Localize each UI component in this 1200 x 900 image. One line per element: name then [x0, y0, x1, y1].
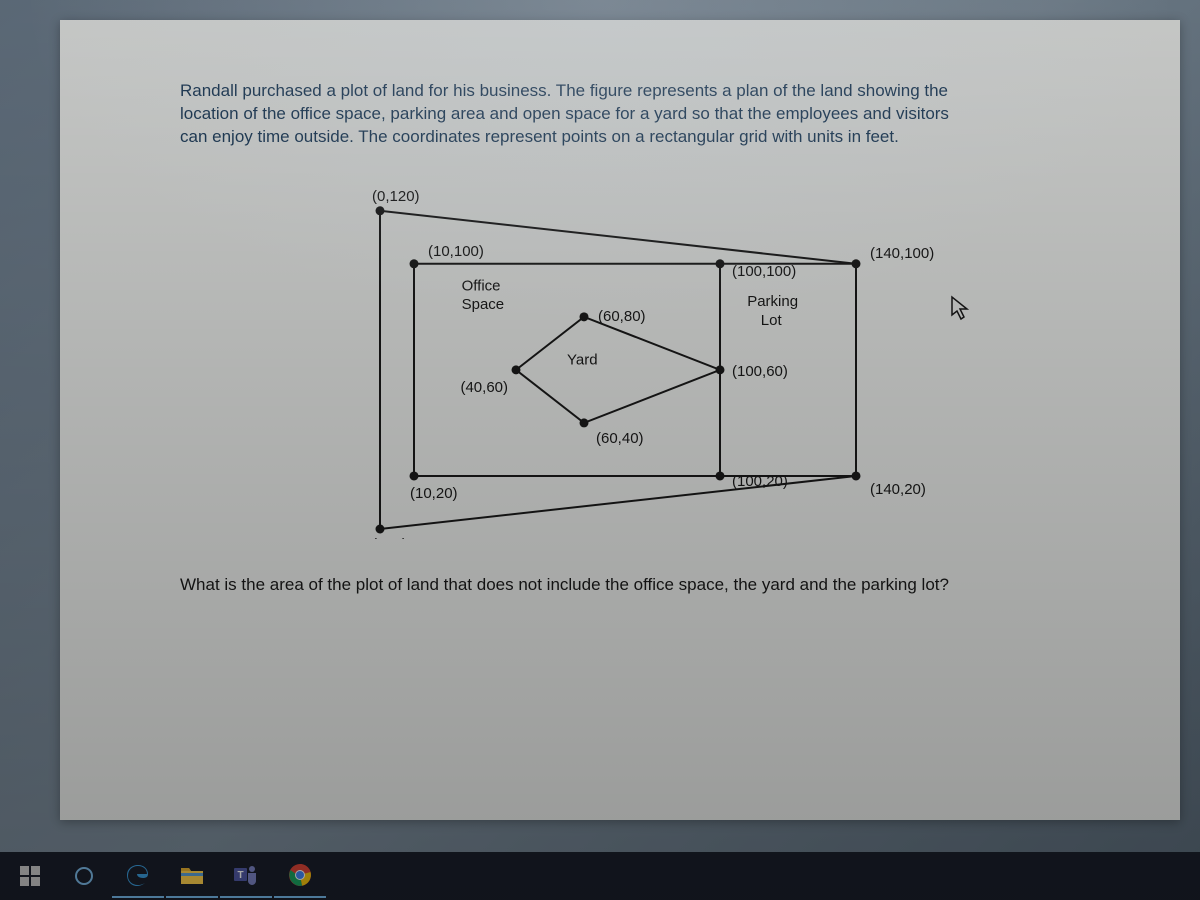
svg-text:(100,20): (100,20) — [732, 473, 788, 490]
plot-diagram: (0,120) (10,100) (140,100) (100,100) (60,80)… — [320, 169, 940, 539]
problem-intro: Randall purchased a plot of land for his… — [180, 80, 960, 149]
svg-text:Office: Office — [462, 277, 501, 294]
windows-icon — [20, 866, 40, 886]
start-button[interactable] — [4, 854, 56, 898]
edge-icon — [125, 862, 151, 888]
svg-text:Space: Space — [462, 296, 505, 313]
file-explorer-button[interactable] — [166, 854, 218, 898]
teams-button[interactable]: T — [220, 854, 272, 898]
chrome-icon — [288, 863, 312, 887]
svg-text:(0,120): (0,120) — [372, 188, 420, 205]
cortana-button[interactable] — [58, 854, 110, 898]
svg-text:(140,20): (140,20) — [870, 481, 926, 498]
edge-button[interactable] — [112, 854, 164, 898]
chrome-button[interactable] — [274, 854, 326, 898]
teams-icon: T — [233, 863, 259, 887]
svg-text:(100,100): (100,100) — [732, 263, 796, 280]
folder-icon — [180, 864, 204, 886]
cursor-icon — [950, 295, 970, 321]
svg-text:Yard: Yard — [567, 351, 598, 368]
svg-text:Parking: Parking — [747, 293, 798, 310]
svg-text:(10,20): (10,20) — [410, 485, 458, 502]
cortana-icon — [73, 865, 95, 887]
diagram-container: (0,120) (10,100) (140,100) (100,100) (60,80)… — [320, 169, 940, 544]
svg-text:(100,60): (100,60) — [732, 363, 788, 380]
svg-text:(40,60): (40,60) — [460, 379, 508, 396]
taskbar: T — [0, 852, 1200, 900]
document-page: Randall purchased a plot of land for his… — [60, 20, 1180, 820]
svg-text:(0, 0): (0, 0) — [372, 536, 407, 539]
svg-text:(140,100): (140,100) — [870, 245, 934, 262]
problem-question: What is the area of the plot of land tha… — [180, 574, 1000, 597]
svg-text:Lot: Lot — [761, 312, 783, 329]
svg-text:(60,40): (60,40) — [596, 430, 644, 447]
svg-text:T: T — [237, 870, 243, 881]
svg-text:(10,100): (10,100) — [428, 243, 484, 260]
svg-text:(60,80): (60,80) — [598, 308, 646, 325]
